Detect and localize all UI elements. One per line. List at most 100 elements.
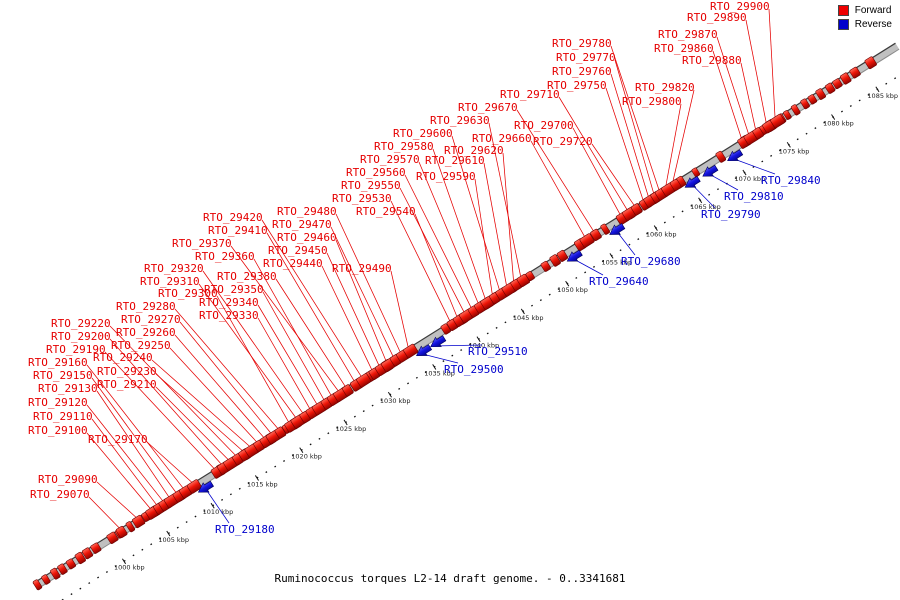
leader-line: [86, 364, 184, 489]
gene-label: RTO_29820: [635, 81, 695, 94]
gene-label: RTO_29310: [140, 275, 200, 288]
scale-tick-label: 1000 kbp: [114, 564, 145, 572]
gene-glyph[interactable]: [590, 228, 602, 242]
scale-tick-label: 1065 kbp: [690, 203, 721, 211]
gene-glyph[interactable]: [342, 384, 354, 397]
gene-glyph[interactable]: [41, 574, 51, 585]
leader-line: [326, 252, 380, 366]
gene-glyph[interactable]: [274, 426, 287, 439]
gene-label: RTO_29780: [552, 37, 612, 50]
gene-glyph[interactable]: [81, 547, 94, 560]
gene-label: RTO_29070: [30, 488, 90, 501]
gene-glyph[interactable]: [691, 167, 700, 178]
gene-glyph[interactable]: [74, 551, 86, 565]
gene-glyph[interactable]: [115, 525, 128, 539]
gene-glyph[interactable]: [849, 66, 861, 79]
scale-tick-label: 1055 kbp: [602, 258, 633, 266]
gene-glyph[interactable]: [752, 127, 764, 140]
gene-glyph[interactable]: [790, 104, 801, 116]
leader-line: [711, 175, 739, 191]
leader-line: [257, 304, 318, 405]
gene-label: RTO_29170: [88, 433, 148, 446]
forward-swatch: [837, 5, 849, 16]
leader-line: [404, 174, 472, 308]
leader-line: [96, 390, 170, 497]
gene-label: RTO_29620: [444, 144, 504, 157]
leader-line: [216, 295, 289, 422]
leader-line: [712, 50, 742, 139]
leader-line: [91, 418, 157, 505]
gene-glyph[interactable]: [815, 88, 826, 100]
gene-glyph[interactable]: [403, 343, 419, 359]
gene-label: RTO_29790: [701, 208, 761, 221]
scale-tick-label: 1005 kbp: [158, 536, 189, 544]
leader-line: [96, 481, 137, 518]
gene-glyph[interactable]: [516, 273, 530, 288]
gene-glyph[interactable]: [65, 558, 77, 570]
leader-line: [488, 122, 521, 277]
gene-reverse-glyph[interactable]: [700, 163, 719, 181]
scale-tick-label: 1025 kbp: [336, 425, 367, 433]
gene-glyph[interactable]: [579, 233, 595, 248]
scale-tick: [387, 391, 392, 398]
gene-glyph[interactable]: [90, 542, 102, 554]
leader-line: [109, 325, 236, 456]
gene-reverse-glyph[interactable]: [725, 148, 744, 166]
gene-glyph[interactable]: [783, 110, 792, 120]
gene-glyph[interactable]: [440, 323, 451, 335]
leader-line: [483, 162, 507, 286]
gene-glyph[interactable]: [832, 78, 843, 90]
scale-tick-label: 1080 kbp: [823, 120, 854, 128]
leader-line: [439, 344, 483, 347]
gene-glyph[interactable]: [824, 82, 836, 94]
gene-glyph[interactable]: [715, 150, 727, 163]
gene-label: RTO_29280: [116, 300, 176, 313]
gene-glyph[interactable]: [540, 260, 551, 272]
gene-glyph[interactable]: [770, 113, 786, 129]
gene-reverse-glyph[interactable]: [414, 342, 433, 360]
leader-line: [109, 338, 222, 465]
gene-glyph[interactable]: [106, 531, 119, 544]
gene-reverse-glyph[interactable]: [196, 479, 215, 497]
gene-glyph[interactable]: [669, 178, 682, 192]
gene-glyph[interactable]: [800, 98, 810, 110]
gene-label: RTO_29210: [97, 378, 157, 391]
gene-label: RTO_29580: [374, 140, 434, 153]
gene-glyph[interactable]: [600, 223, 610, 235]
gene-label: RTO_29550: [341, 179, 401, 192]
scale-tick: [432, 364, 437, 370]
gene-glyph[interactable]: [807, 94, 818, 105]
gene-glyph[interactable]: [50, 567, 61, 580]
gene-reverse-glyph[interactable]: [428, 334, 447, 352]
gene-label: RTO_29250: [111, 339, 171, 352]
genome-title: Ruminococcus torques L2-14 draft genome.…: [274, 572, 626, 585]
gene-glyph[interactable]: [32, 579, 43, 591]
leader-line: [262, 291, 325, 400]
gene-glyph[interactable]: [356, 373, 372, 388]
gene-reverse-glyph[interactable]: [682, 174, 701, 192]
gene-glyph[interactable]: [840, 72, 852, 85]
gene-glyph[interactable]: [132, 514, 146, 529]
legend-forward-label: Forward: [854, 5, 892, 16]
gene-reverse-glyph[interactable]: [607, 221, 626, 239]
gene-glyph[interactable]: [125, 521, 135, 533]
gene-glyph[interactable]: [864, 56, 877, 70]
gene-label: RTO_29900: [710, 0, 770, 13]
gene-glyph[interactable]: [57, 563, 68, 575]
gene-glyph[interactable]: [556, 250, 568, 262]
gene-label: RTO_29470: [272, 218, 332, 231]
gene-label: RTO_29150: [33, 369, 93, 382]
gene-label: RTO_29160: [28, 356, 88, 369]
leader-line: [575, 260, 604, 276]
gene-label: RTO_29510: [468, 345, 528, 358]
gene-glyph[interactable]: [549, 254, 561, 267]
gene-label: RTO_29800: [622, 95, 682, 108]
scale-tick: [254, 475, 259, 481]
gene-label: RTO_29190: [46, 343, 106, 356]
gene-glyph[interactable]: [186, 479, 202, 494]
gene-label: RTO_29770: [556, 51, 616, 64]
legend-forward: Forward: [837, 5, 892, 16]
gene-reverse-glyph[interactable]: [564, 248, 583, 266]
gene-label: RTO_29840: [761, 174, 821, 187]
gene-glyph[interactable]: [630, 203, 643, 216]
